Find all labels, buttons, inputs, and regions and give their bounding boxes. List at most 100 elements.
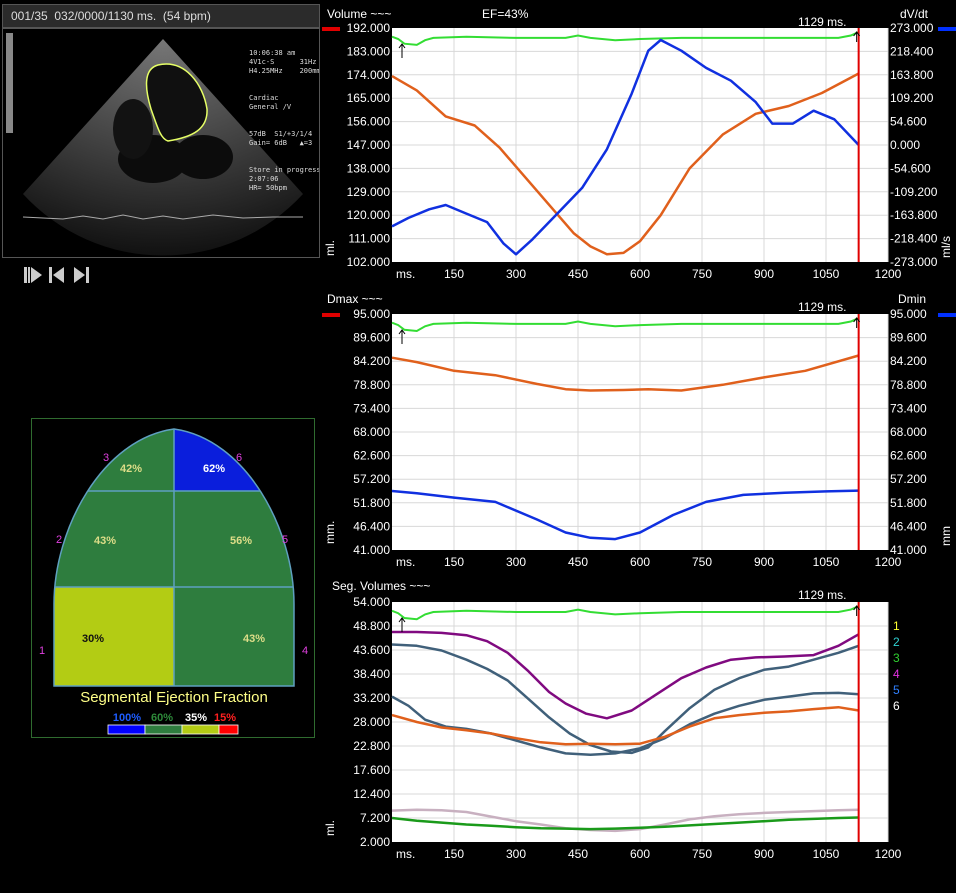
x-tick-label: 150	[444, 267, 464, 281]
y-tick-label: 84.200	[353, 354, 390, 368]
y-tick-label: 165.000	[347, 91, 391, 105]
y2-tick-label: 273.000	[890, 21, 934, 35]
reference-trace	[391, 605, 860, 621]
segment-number-4: 4	[302, 645, 308, 657]
go-to-end-icon[interactable]	[70, 264, 92, 286]
x-tick-label: 900	[754, 555, 774, 569]
x-tick-label: 150	[444, 555, 464, 569]
segment-label-5: 5	[893, 683, 900, 697]
y-tick-label: 102.000	[347, 255, 391, 269]
y2-tick-label: 109.200	[890, 91, 934, 105]
x-tick-label: 600	[630, 555, 650, 569]
x-tick-label: 600	[630, 847, 650, 861]
y2-tick-label: 78.800	[890, 378, 927, 392]
y-tick-label: 22.800	[353, 739, 390, 753]
x-tick-label: 1200	[875, 847, 902, 861]
x-tick-label: 750	[692, 555, 712, 569]
y-axis-label: ml.	[323, 820, 337, 836]
go-to-start-icon[interactable]	[46, 264, 68, 286]
end-arrow-icon	[853, 31, 861, 42]
start-arrow-icon	[398, 617, 406, 632]
series-line-2	[391, 691, 859, 757]
segment-1-value: 30%	[82, 633, 104, 645]
x-tick-label: 900	[754, 267, 774, 281]
y2-tick-label: 54.600	[890, 115, 927, 129]
series-line-4	[391, 808, 859, 833]
segment-5-value: 56%	[230, 535, 252, 547]
y-tick-label: 192.000	[347, 21, 391, 35]
diameter-time-label: 1129 ms.	[798, 300, 846, 314]
legend-100: 100%	[113, 712, 141, 724]
y-tick-label: 95.000	[353, 307, 390, 321]
x-tick-label: 1050	[813, 555, 840, 569]
start-arrow-icon	[398, 329, 406, 344]
lv-contour	[145, 63, 208, 142]
y-axis-label: mm.	[323, 521, 337, 544]
y2-tick-label: 62.600	[890, 449, 927, 463]
x-tick-label: 150	[444, 847, 464, 861]
legend-bar-blue	[107, 724, 146, 735]
x-tick-label: 450	[568, 847, 588, 861]
echo-header: 001/35 032/0000/1130 ms. (54 bpm)	[2, 4, 320, 28]
y-tick-label: 147.000	[347, 138, 391, 152]
legend-60: 60%	[151, 712, 173, 724]
legend-15: 15%	[214, 712, 236, 724]
ecg-trace	[22, 214, 303, 220]
y-tick-label: 38.400	[353, 667, 390, 681]
plot-area	[392, 314, 888, 550]
diameter-x-unit: ms.	[396, 555, 415, 569]
y-tick-label: 138.000	[347, 161, 391, 175]
legend-bar-red	[218, 724, 239, 735]
step-forward-icon[interactable]	[22, 264, 44, 286]
y-tick-label: 48.800	[353, 619, 390, 633]
y2-tick-label: 68.000	[890, 425, 927, 439]
reference-trace	[391, 317, 860, 333]
plot-area	[392, 28, 888, 262]
y-tick-label: 156.000	[347, 115, 391, 129]
y2-axis-label: ml/s	[939, 236, 953, 258]
legend-bar-yellow	[181, 724, 220, 735]
y2-tick-label: 89.600	[890, 331, 927, 345]
y-tick-label: 28.000	[353, 715, 390, 729]
x-tick-label: 900	[754, 847, 774, 861]
y-tick-label: 89.600	[353, 331, 390, 345]
segment-number-5: 5	[282, 534, 288, 546]
left-axis-flag	[322, 27, 340, 31]
y-tick-label: 7.200	[360, 811, 390, 825]
y-tick-label: 12.400	[353, 787, 390, 801]
y-tick-label: 68.000	[353, 425, 390, 439]
gray-scale-bar	[6, 33, 13, 133]
legend-bar-green	[144, 724, 183, 735]
y-tick-label: 183.000	[347, 44, 391, 58]
dvdt-axis-title: dV/dt	[900, 7, 929, 21]
y2-tick-label: 73.400	[890, 401, 927, 415]
y2-tick-label: 95.000	[890, 307, 927, 321]
y2-tick-label: 46.400	[890, 519, 927, 533]
series-line-1	[391, 38, 860, 256]
segment-number-2: 2	[56, 534, 62, 546]
y-tick-label: 111.000	[348, 232, 390, 246]
echo-image[interactable]: 10:06:38 am 4V1c-S 31Hz H4.25MHz 200mm Car…	[2, 28, 320, 258]
segment-label-6: 6	[893, 699, 900, 713]
series-line-1	[391, 643, 860, 755]
y2-tick-label: -54.600	[890, 161, 931, 175]
series-line-0	[391, 72, 860, 256]
y-tick-label: 43.600	[353, 643, 390, 657]
y-tick-label: 54.000	[353, 595, 390, 609]
segment-6-value: 62%	[203, 463, 225, 475]
y-tick-label: 33.200	[353, 691, 390, 705]
y-tick-label: 120.000	[347, 208, 391, 222]
y2-tick-label: 41.000	[890, 543, 927, 557]
volume-chart-title: Volume ~~~	[327, 7, 391, 21]
right-axis-flag	[938, 27, 956, 31]
series-line-5	[391, 816, 859, 831]
seg-x-unit: ms.	[396, 847, 415, 861]
seg-time-label: 1129 ms.	[798, 588, 846, 602]
segment-label-3: 3	[893, 651, 900, 665]
y-tick-label: 17.600	[353, 763, 390, 777]
y-tick-label: 41.000	[353, 543, 390, 557]
y-tick-label: 57.200	[353, 472, 390, 486]
y2-tick-label: -273.000	[890, 255, 938, 269]
start-arrow-icon	[398, 43, 406, 58]
x-tick-label: 450	[568, 267, 588, 281]
